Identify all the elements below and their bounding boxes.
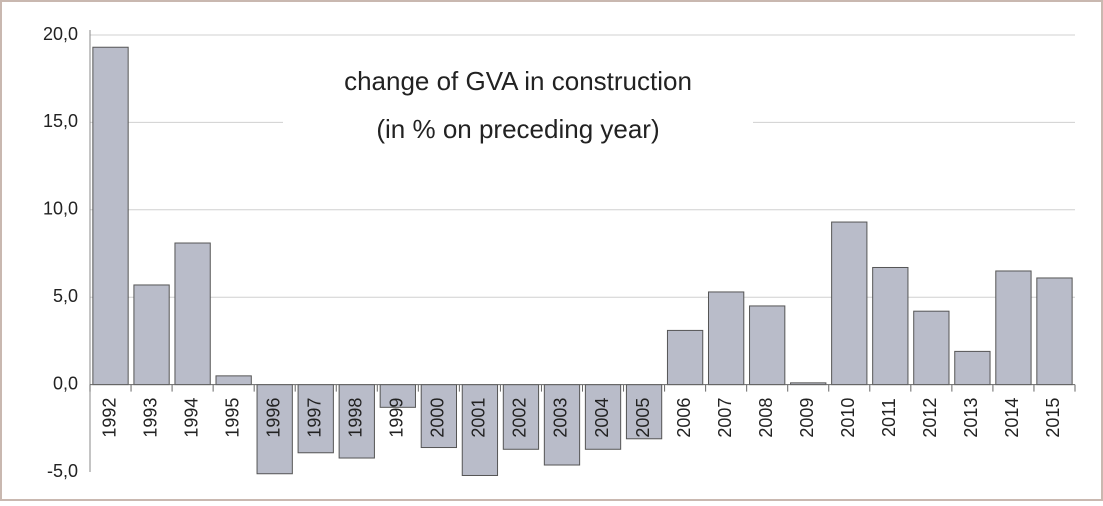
x-tick-label: 1992 xyxy=(99,398,119,438)
y-tick-label: 15,0 xyxy=(43,111,78,131)
y-tick-label: 20,0 xyxy=(43,24,78,44)
x-tick-label: 1997 xyxy=(304,398,324,438)
bar xyxy=(625,384,663,440)
x-tick-label: 1995 xyxy=(222,398,242,438)
x-tick-label: 2014 xyxy=(1002,398,1022,438)
x-tick-label: 2006 xyxy=(674,398,694,438)
bar xyxy=(954,350,991,386)
y-tick-label: 5,0 xyxy=(53,286,78,306)
x-tick-label: 1994 xyxy=(181,398,201,438)
bar xyxy=(256,384,293,475)
x-tick-label: 1993 xyxy=(140,398,160,438)
x-tick-label: 2008 xyxy=(756,398,776,438)
bar xyxy=(872,266,909,386)
x-tick-label: 2011 xyxy=(879,398,899,437)
x-tick-label: 2013 xyxy=(961,398,981,438)
y-tick-label: 10,0 xyxy=(43,199,78,219)
bar xyxy=(543,384,581,466)
bar xyxy=(831,221,868,386)
y-tick-label: 0,0 xyxy=(53,373,78,393)
bar xyxy=(707,291,745,386)
bar xyxy=(92,46,129,386)
chart-subtitle: (in % on preceding year) xyxy=(376,114,659,144)
x-tick-label: 2003 xyxy=(551,398,571,438)
x-tick-label: 2001 xyxy=(469,398,489,438)
bar xyxy=(174,242,211,386)
title-background xyxy=(283,60,753,155)
chart-title: change of GVA in construction xyxy=(344,66,692,96)
bar xyxy=(913,310,950,386)
x-tick-label: 2007 xyxy=(715,398,735,438)
bar xyxy=(215,375,252,386)
x-tick-label: 2000 xyxy=(428,398,448,438)
x-tick-label: 2015 xyxy=(1043,398,1063,438)
bar xyxy=(666,329,704,386)
x-tick-label: 1998 xyxy=(346,398,366,438)
bar xyxy=(133,284,170,386)
bar xyxy=(502,384,540,450)
x-tick-label: 2009 xyxy=(797,398,817,438)
x-tick-label: 2005 xyxy=(633,398,653,438)
x-tick-label: 2010 xyxy=(838,398,858,438)
y-tick-label: -5,0 xyxy=(47,461,78,481)
x-tick-label: 2012 xyxy=(920,398,940,438)
bar xyxy=(1036,277,1073,386)
bar xyxy=(297,384,334,454)
x-tick-label: 1999 xyxy=(387,398,407,438)
bar xyxy=(749,305,786,386)
x-tick-label: 2004 xyxy=(592,398,612,438)
bar xyxy=(461,384,499,476)
bar xyxy=(338,384,375,459)
x-tick-label: 1996 xyxy=(263,398,283,438)
plot-area xyxy=(92,46,1073,476)
bar xyxy=(995,270,1032,386)
x-tick-label: 2002 xyxy=(510,398,530,438)
